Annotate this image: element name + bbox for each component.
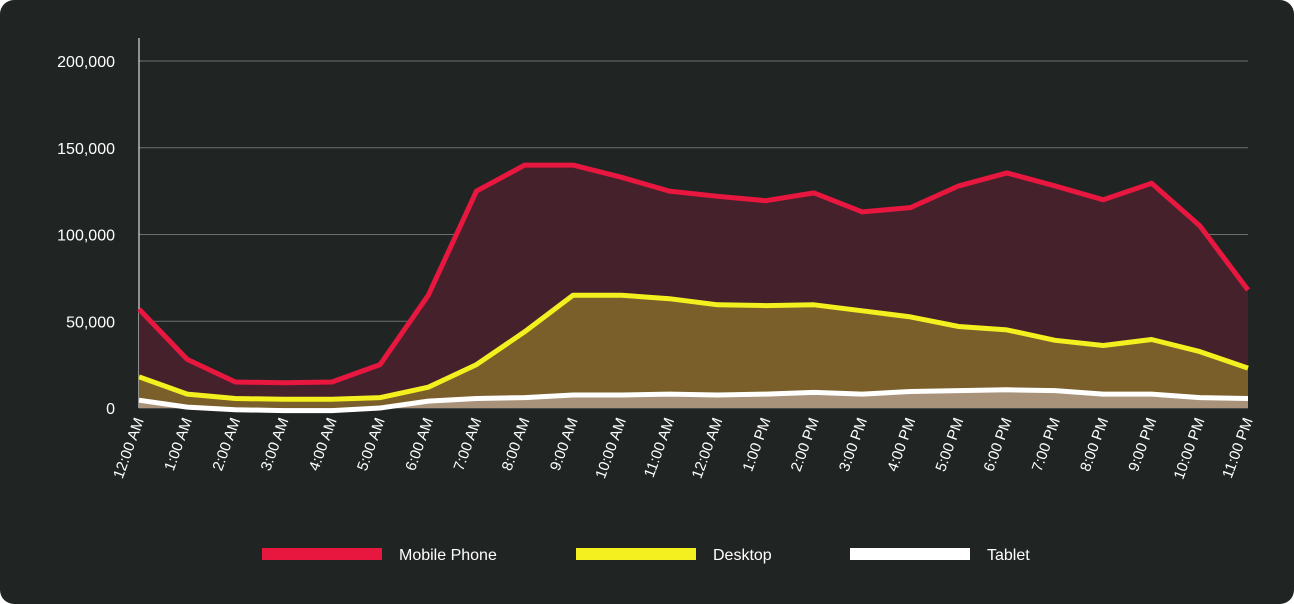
series-areas	[139, 165, 1248, 411]
y-tick-label: 200,000	[57, 54, 115, 71]
x-tick-label: 3:00 AM	[258, 416, 293, 474]
x-tick-label: 9:00 AM	[547, 416, 582, 474]
y-tick-label: 100,000	[57, 228, 115, 245]
x-tick-label: 6:00 PM	[981, 416, 1016, 474]
legend-swatch	[576, 548, 696, 560]
legend-label: Tablet	[987, 547, 1030, 564]
x-tick-label: 10:00 PM	[1171, 416, 1209, 482]
x-tick-label: 5:00 AM	[354, 416, 389, 474]
x-tick-label: 11:00 PM	[1219, 416, 1257, 481]
legend-label: Mobile Phone	[399, 547, 497, 564]
x-tick-label: 1:00 AM	[161, 416, 196, 474]
x-tick-label: 8:00 AM	[499, 416, 534, 474]
area-tablet	[139, 389, 1248, 411]
x-tick-label: 1:00 PM	[739, 416, 774, 474]
x-tick-label: 4:00 PM	[884, 416, 919, 474]
x-tick-label: 4:00 AM	[306, 416, 341, 474]
x-tick-label: 5:00 PM	[932, 416, 967, 474]
x-tick-label: 12:00 AM	[110, 416, 148, 481]
series-lines	[137, 162, 1250, 414]
x-tick-label: 2:00 PM	[788, 416, 823, 474]
x-tick-label: 12:00 AM	[689, 416, 727, 481]
legend: Mobile Phone Desktop Tablet	[262, 547, 1030, 564]
line-desktop	[138, 292, 1249, 402]
x-tick-label: 6:00 AM	[402, 416, 437, 474]
x-tick-label: 9:00 PM	[1125, 416, 1160, 474]
y-tick-label: 50,000	[66, 314, 115, 331]
line-tablet	[138, 387, 1249, 414]
x-tick-labels: 12:00 AM 1:00 AM 2:00 AM 3:00 AM 4:00 AM 5:00…	[110, 416, 1257, 482]
y-tick-label: 0	[106, 401, 115, 418]
x-tick-label: 2:00 AM	[209, 416, 244, 474]
legend-swatch	[262, 548, 382, 560]
x-tick-label: 10:00 AM	[592, 416, 630, 481]
x-tick-label: 7:00 AM	[450, 416, 485, 474]
x-tick-label: 3:00 PM	[836, 416, 871, 474]
line-mobile-phone	[137, 162, 1250, 386]
area-desktop	[139, 295, 1248, 408]
x-tick-label: 8:00 PM	[1077, 416, 1112, 474]
y-tick-labels: 0 50,000 100,000 150,000 200,000	[57, 54, 115, 418]
x-tick-label: 7:00 PM	[1029, 416, 1064, 474]
x-tick-label: 11:00 AM	[641, 416, 678, 480]
y-tick-label: 150,000	[57, 141, 115, 158]
legend-label: Desktop	[713, 547, 772, 564]
legend-swatch	[850, 548, 970, 560]
